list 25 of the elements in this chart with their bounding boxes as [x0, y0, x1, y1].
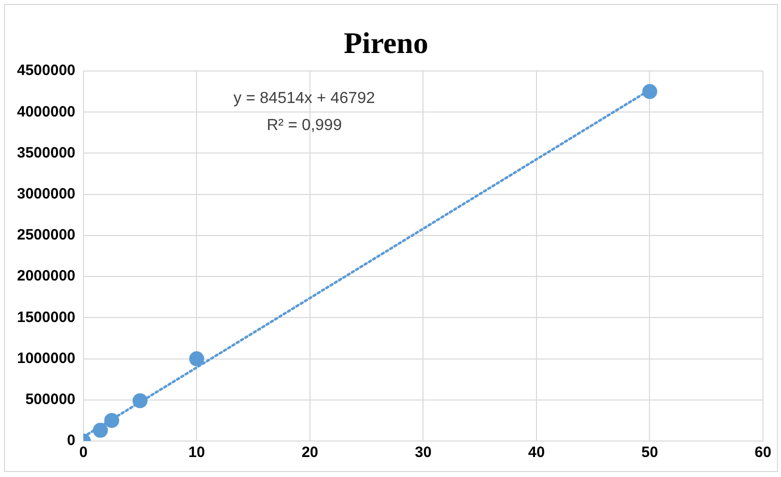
y-tick-label: 1000000 [16, 350, 76, 367]
x-tick-label: 50 [641, 444, 658, 462]
y-tick-label: 3000000 [16, 185, 76, 202]
chart-title: Pireno [344, 26, 428, 60]
y-tick-label: 3500000 [16, 144, 76, 162]
point [642, 84, 658, 100]
annotation: R² = 0,999 [266, 117, 342, 134]
x-tick-label: 40 [528, 444, 545, 462]
y-tick-label: 0 [67, 432, 76, 450]
y-tick-label: 4500000 [16, 62, 76, 80]
x-tick-label: 30 [414, 444, 432, 462]
annotation: y = 84514x + 46792 [234, 90, 376, 107]
x-tick-label: 20 [302, 444, 318, 462]
point [189, 351, 204, 366]
y-tick-label: 4000000 [16, 103, 76, 120]
y-tick-label: 2000000 [16, 268, 76, 285]
y-tick-label: 500000 [25, 391, 76, 408]
point [132, 393, 148, 408]
y-tick-label: 1500000 [16, 308, 76, 326]
point [92, 422, 108, 438]
x-tick-label: 10 [188, 444, 206, 462]
x-tick-label: 0 [79, 444, 88, 462]
point [104, 412, 120, 428]
x-tick-label: 60 [754, 444, 772, 462]
y-tick-label: 2500000 [16, 226, 76, 244]
